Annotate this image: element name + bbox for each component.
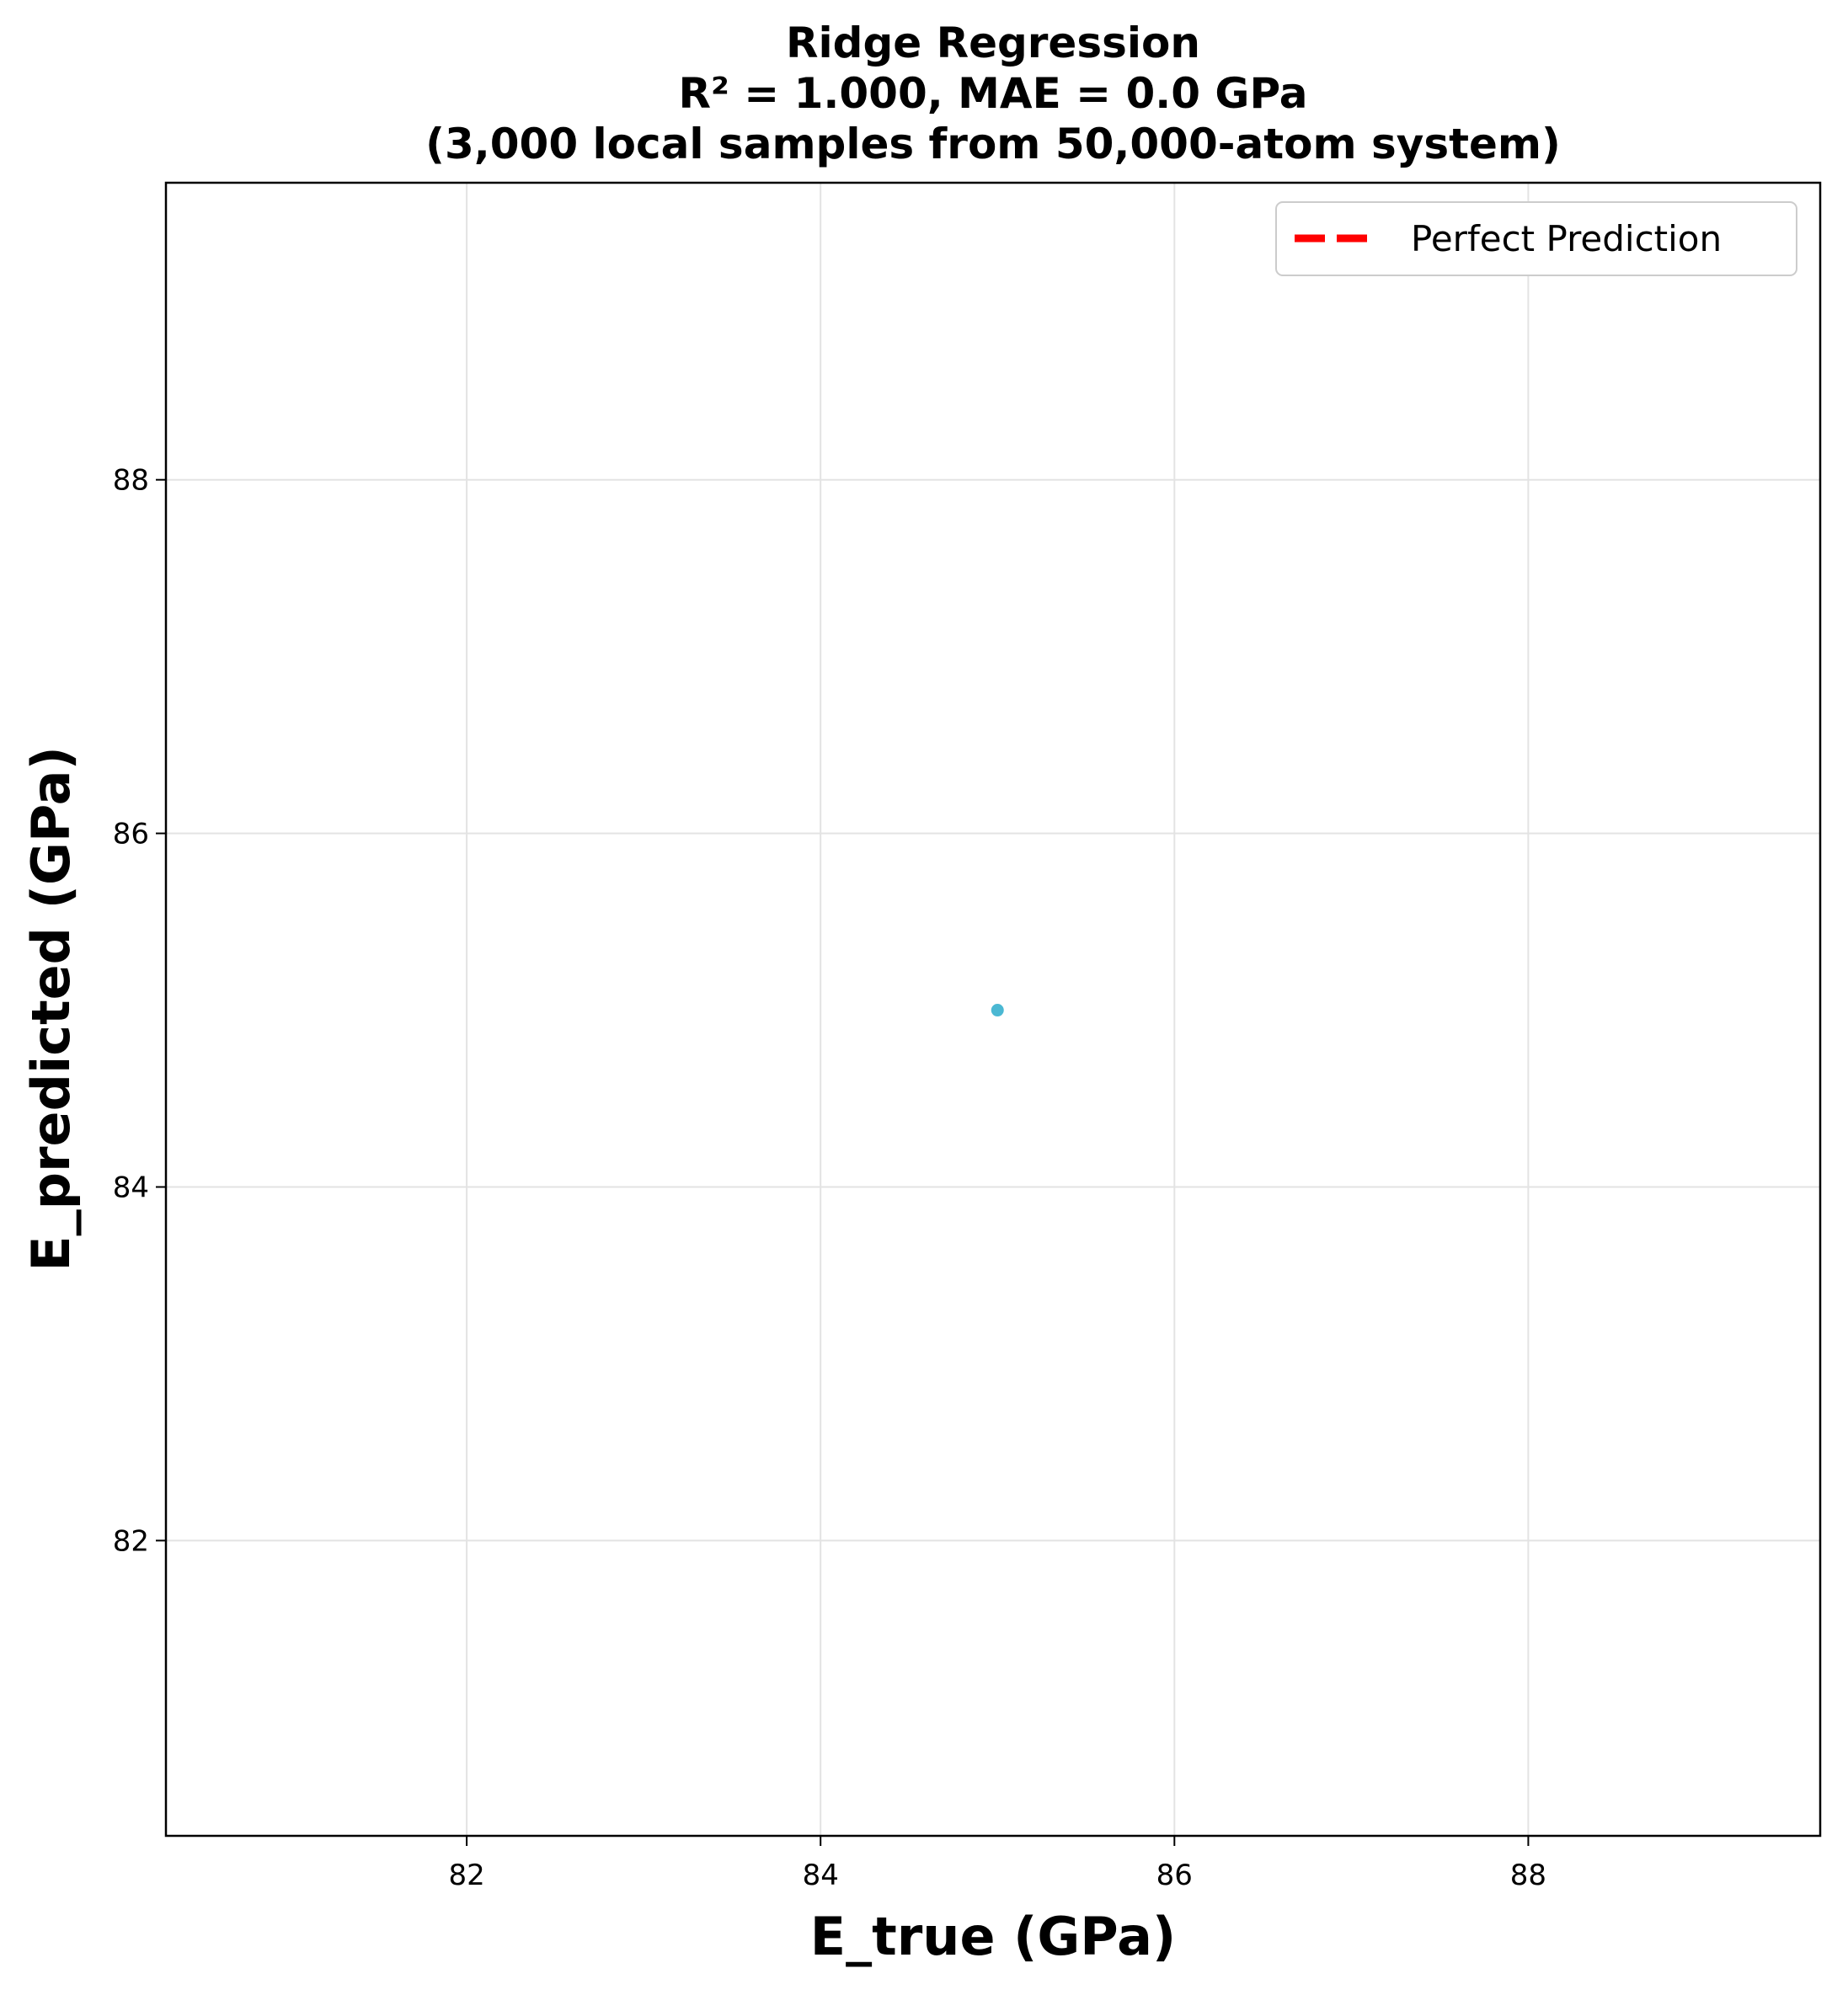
plot-area-frame [164,181,1822,1838]
axis-ticks: 82 84 86 88 82 84 86 88 [113,464,1546,1892]
y-tick-label: 86 [113,818,149,851]
x-tick-label: 88 [1510,1859,1546,1892]
chart-title-line-2: R² = 1.000, MAE = 0.0 GPa [678,69,1307,118]
legend-frame [1275,201,1797,276]
x-tick-label: 84 [803,1859,839,1892]
chart-title-line-3: (3,000 local samples from 50,000-atom sy… [425,120,1561,168]
chart-title-line-1: Ridge Regression [786,19,1200,67]
scatter-point [991,1004,1004,1017]
data-series [991,1004,1004,1017]
y-tick-label: 88 [113,464,149,498]
y-tick-label: 82 [113,1524,149,1558]
y-tick-label: 84 [113,1171,149,1204]
x-axis-label: E_true (GPa) [810,1906,1177,1967]
x-tick-label: 82 [448,1859,484,1892]
x-tick-label: 86 [1156,1859,1193,1892]
legend: Perfect Prediction [1275,201,1797,276]
legend-label-perfect-prediction: Perfect Prediction [1411,218,1722,259]
grid-lines [166,183,1820,1836]
y-axis-label: E_predicted (GPa) [20,746,82,1272]
